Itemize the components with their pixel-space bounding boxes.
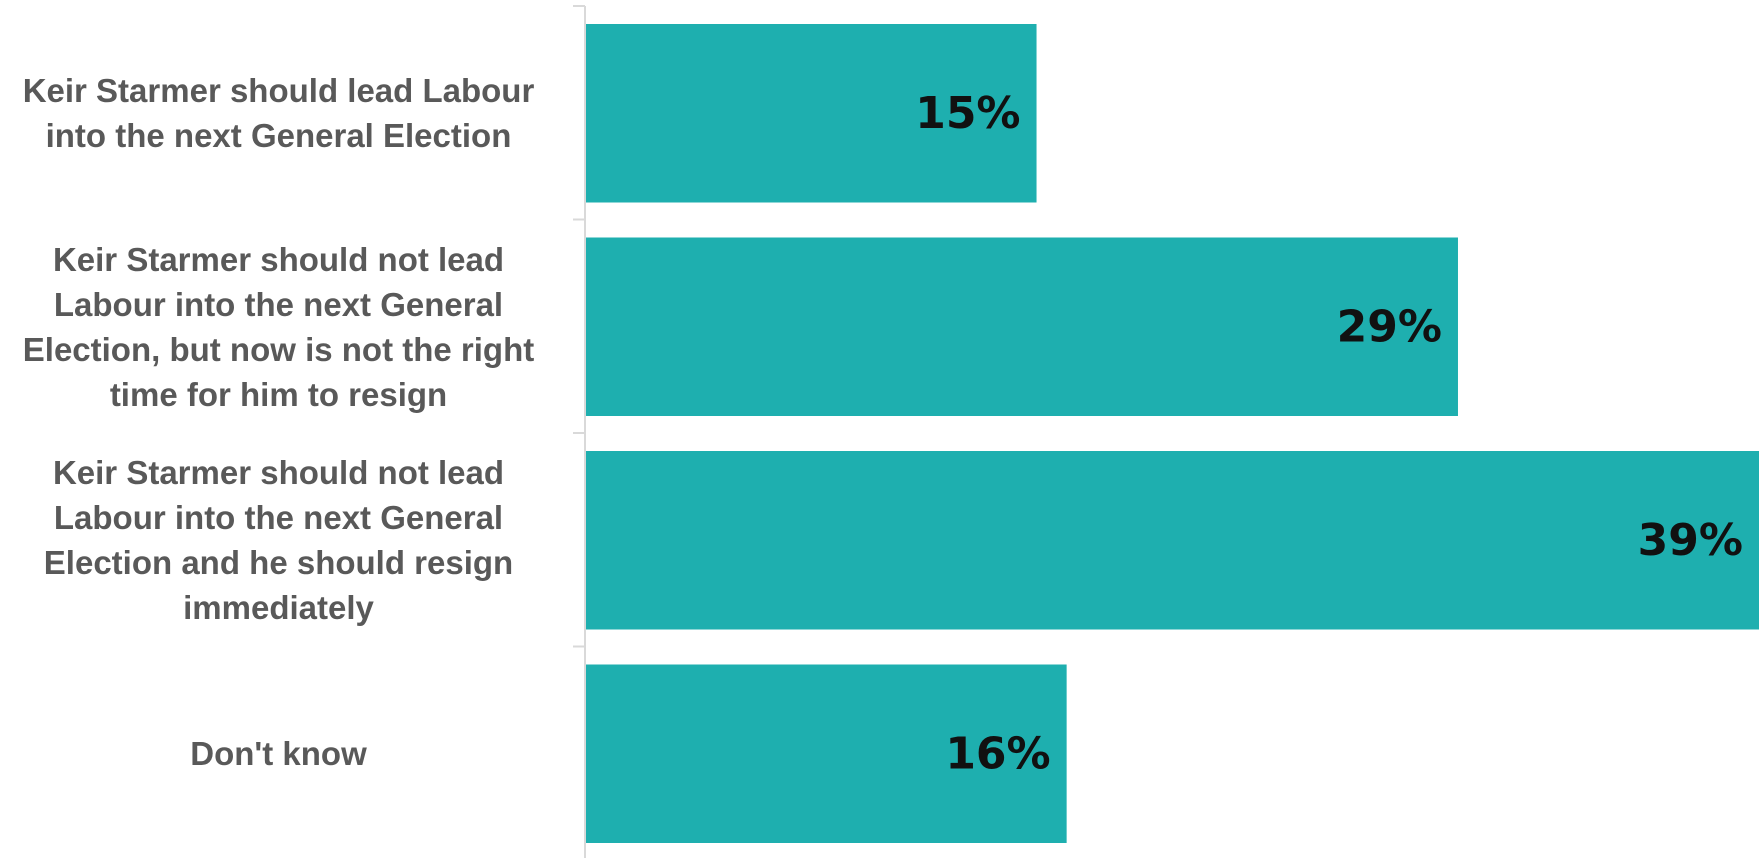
- bar: [585, 451, 1759, 630]
- bars-group: [585, 24, 1759, 843]
- value-label: 15%: [915, 88, 1020, 139]
- category-label: Don't know: [190, 735, 367, 773]
- category-label: Keir Starmer should not lead Labour into…: [22, 240, 535, 413]
- category-axis: [573, 5, 586, 858]
- category-label: Keir Starmer should not lead Labour into…: [43, 454, 514, 627]
- bar: [585, 664, 1067, 843]
- value-label: 29%: [1337, 301, 1442, 352]
- bar: [585, 237, 1458, 416]
- value-label: 39%: [1638, 515, 1743, 566]
- value-labels-group: 15% 29% 39% 16%: [915, 88, 1743, 780]
- value-label: 16%: [945, 728, 1050, 779]
- bar: [585, 24, 1037, 203]
- category-label: Keir Starmer should lead Labour into the…: [22, 72, 535, 155]
